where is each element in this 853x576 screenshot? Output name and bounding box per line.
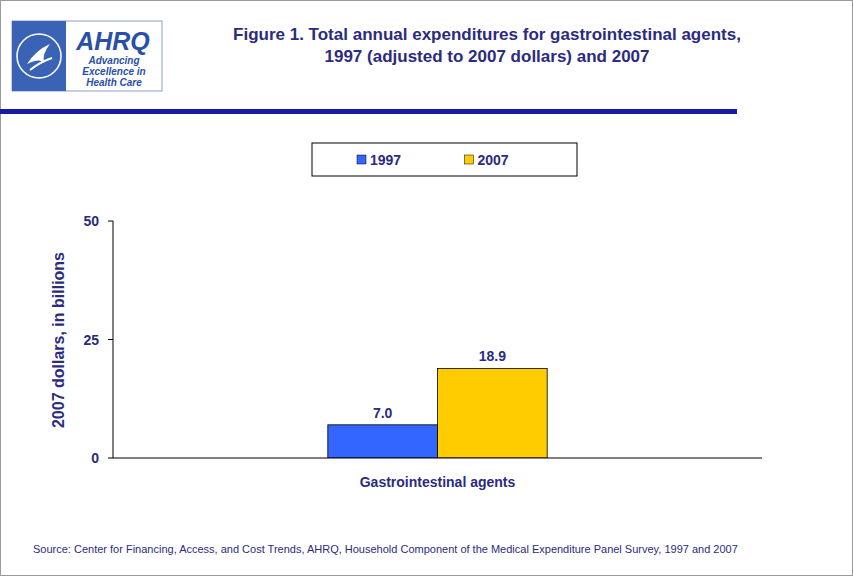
legend-label: 1997: [370, 152, 401, 168]
bar: [328, 425, 438, 458]
x-tick-label: Gastrointestinal agents: [360, 474, 516, 490]
legend-swatch: [357, 155, 366, 164]
title: Figure 1. Total annual expenditures for …: [233, 25, 741, 66]
data-labels: 7.0 18.9: [373, 348, 506, 420]
legend-swatch: [465, 155, 474, 164]
y-tick: [108, 458, 113, 459]
logo-tagline: Advancing: [87, 55, 139, 66]
y-axis-label: 2007 dollars, in billions: [50, 252, 67, 428]
data-label: 18.9: [479, 348, 506, 364]
title-line: Figure 1. Total annual expenditures for …: [233, 25, 741, 44]
legend-frame: [312, 143, 577, 176]
y-tick: [108, 221, 113, 222]
y-tick-label: 0: [91, 450, 99, 466]
logo-tagline: Excellence in: [82, 66, 145, 77]
page-frame: [1, 1, 853, 576]
y-tick: [108, 339, 113, 340]
bar: [438, 368, 548, 458]
chart-root: AHRQAdvancingExcellence inHealth Care Fig…: [0, 0, 853, 576]
source-note: Source: Center for Financing, Access, an…: [33, 543, 738, 555]
bars: [328, 368, 547, 458]
logo-text: AHRQ: [75, 27, 150, 55]
y-tick-label: 50: [83, 213, 99, 229]
logo-seal-bg: [12, 21, 66, 91]
title-line: 1997 (adjusted to 2007 dollars) and 2007: [324, 47, 649, 66]
logo-tagline: Health Care: [86, 77, 142, 88]
logo: AHRQAdvancingExcellence inHealth Care: [12, 21, 162, 91]
y-tick-label: 25: [83, 332, 99, 348]
header-rule: [0, 109, 737, 114]
logo-seal: [17, 34, 61, 78]
legend-label: 2007: [478, 152, 509, 168]
x-axis-line: [113, 458, 762, 459]
data-label: 7.0: [373, 405, 393, 421]
logo-eagle: [30, 58, 52, 70]
logo-frame: [12, 21, 162, 91]
legend: 1997 2007: [312, 143, 577, 176]
